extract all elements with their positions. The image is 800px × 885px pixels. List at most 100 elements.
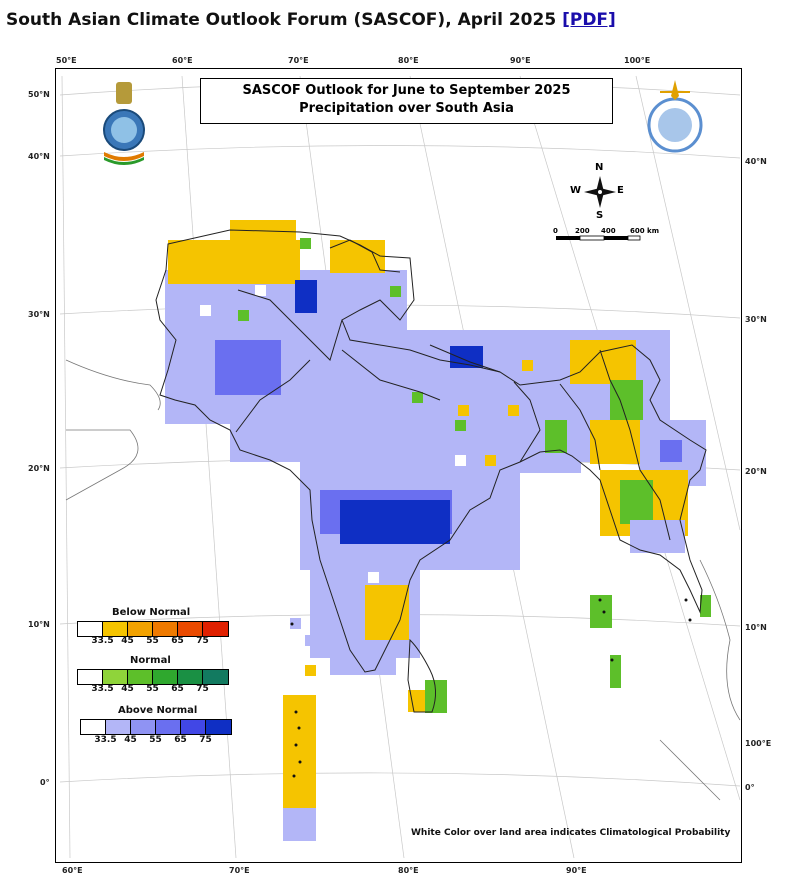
outlook-cell: [385, 653, 396, 664]
outlook-cell: [283, 783, 294, 794]
outlook-cell: [318, 330, 329, 341]
outlook-cell: [652, 520, 663, 531]
outlook-cell: [366, 460, 377, 471]
outlook-cell: [593, 396, 604, 407]
outlook-cell: [538, 374, 549, 385]
outlook-cell: [505, 385, 516, 396]
outlook-cell: [296, 440, 307, 451]
outlook-cell: [342, 490, 353, 501]
outlook-cell: [351, 511, 362, 522]
outlook-cell: [450, 385, 461, 396]
legend-normal-labels: 33.5 45 55 65 75: [90, 684, 215, 694]
outlook-cell: [509, 526, 520, 537]
outlook-cell: [212, 262, 223, 273]
outlook-cell: [305, 695, 316, 706]
outlook-cell: [252, 264, 263, 275]
outlook-cell: [603, 373, 614, 384]
outlook-cell: [212, 273, 223, 284]
outlook-cell: [340, 451, 351, 462]
outlook-cell: [409, 581, 420, 592]
outlook-cell: [248, 384, 259, 395]
outlook-cell: [461, 440, 472, 451]
legend-swatch: [106, 720, 131, 734]
outlook-cell: [344, 548, 355, 559]
outlook-cell: [582, 396, 593, 407]
outlook-cell: [494, 429, 505, 440]
outlook-cell: [295, 302, 306, 313]
outlook-cell: [296, 451, 307, 462]
outlook-cell: [527, 374, 538, 385]
outlook-cell: [526, 462, 537, 473]
outlook-cell: [286, 303, 297, 314]
outlook-cell: [242, 281, 253, 292]
outlook-cell: [285, 407, 296, 418]
outlook-cell: [283, 808, 294, 819]
outlook-cell: [253, 314, 264, 325]
outlook-cell: [241, 396, 252, 407]
outlook-cell: [652, 542, 663, 553]
outlook-cell: [439, 511, 450, 522]
outlook-cell: [570, 396, 581, 407]
pdf-link[interactable]: [PDF]: [562, 10, 616, 30]
outlook-cell: [332, 570, 343, 581]
outlook-cell: [395, 418, 406, 429]
outlook-cell: [384, 451, 395, 462]
outlook-cell: [187, 380, 198, 391]
outlook-cell: [537, 418, 548, 429]
outlook-cell: [289, 273, 300, 284]
outlook-cell: [472, 407, 483, 418]
outlook-cell: [252, 253, 263, 264]
outlook-cell: [352, 314, 363, 325]
outlook-cell: [651, 453, 662, 464]
outlook-cell: [384, 500, 395, 511]
outlook-cell: [363, 292, 374, 303]
outlook-cell: [352, 620, 363, 631]
outlook-cell: [368, 572, 379, 583]
outlook-cell: [332, 592, 343, 603]
outlook-cell: [354, 581, 365, 592]
outlook-cell: [330, 631, 341, 642]
outlook-cell: [483, 429, 494, 440]
outlook-cell: [285, 253, 296, 264]
outlook-cell: [352, 631, 363, 642]
lat-tick-right: 30°N: [745, 315, 767, 324]
legend-label: 65: [171, 636, 184, 646]
lon-tick-top: 50°E: [56, 56, 77, 65]
outlook-cell: [537, 385, 548, 396]
outlook-cell: [283, 819, 294, 830]
outlook-cell: [582, 418, 593, 429]
legend-swatch: [203, 670, 228, 684]
outlook-cell: [220, 303, 231, 314]
outlook-cell: [252, 396, 263, 407]
outlook-cell: [241, 231, 252, 242]
outlook-cell: [198, 413, 209, 424]
lat-tick-right: 40°N: [745, 157, 767, 166]
outlook-cell: [248, 351, 259, 362]
outlook-cell: [614, 351, 625, 362]
outlook-cell: [187, 314, 198, 325]
outlook-cell: [483, 352, 494, 363]
outlook-cell: [582, 385, 593, 396]
outlook-cell: [399, 471, 410, 482]
outlook-cell: [436, 691, 447, 702]
outlook-cell: [662, 464, 673, 475]
outlook-cell: [410, 460, 421, 471]
outlook-cell: [310, 581, 321, 592]
outlook-cell: [373, 511, 384, 522]
outlook-cell: [581, 351, 592, 362]
outlook-cell: [285, 242, 296, 253]
outlook-cell: [333, 482, 344, 493]
outlook-cell: [252, 429, 263, 440]
outlook-cell: [425, 680, 436, 691]
outlook-cell: [655, 503, 666, 514]
outlook-cell: [600, 525, 611, 536]
outlook-cell: [283, 717, 294, 728]
outlook-cell: [263, 451, 274, 462]
outlook-cell: [264, 281, 275, 292]
outlook-cell: [395, 451, 406, 462]
outlook-cell: [263, 418, 274, 429]
outlook-cell: [395, 363, 406, 374]
outlook-cell: [283, 750, 294, 761]
outlook-cell: [406, 440, 417, 451]
